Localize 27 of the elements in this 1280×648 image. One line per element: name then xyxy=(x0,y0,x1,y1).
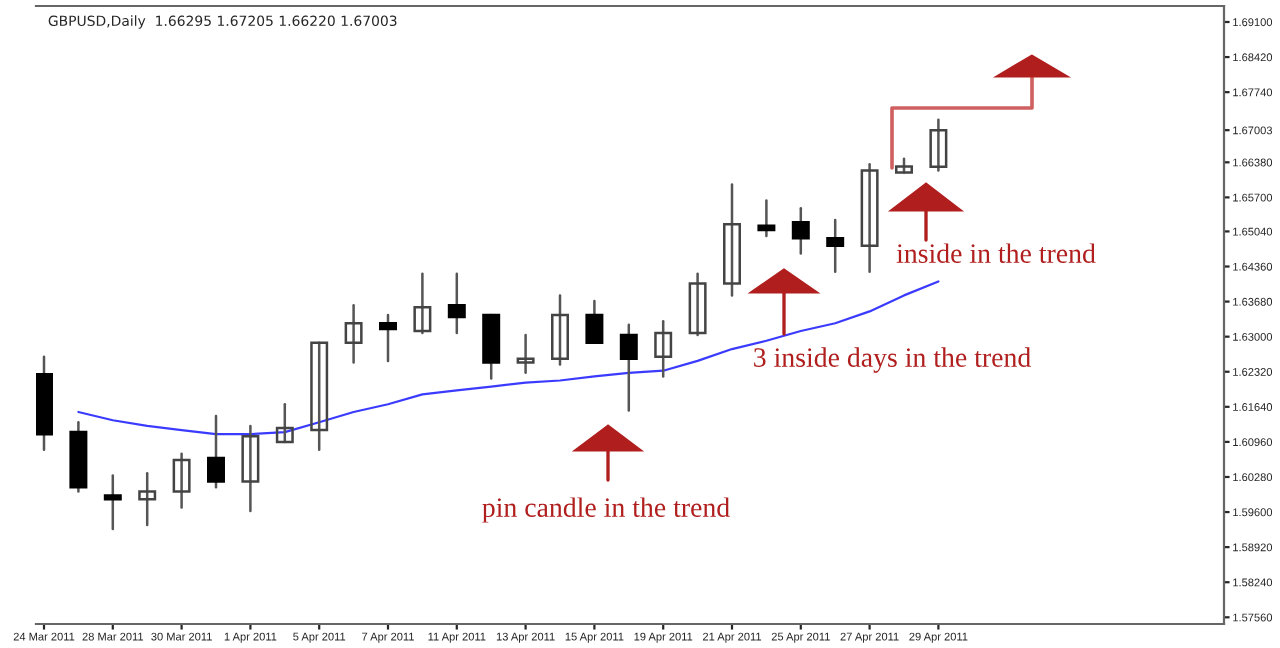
candlestick xyxy=(551,294,569,366)
candlestick xyxy=(723,183,741,297)
candlestick xyxy=(482,313,501,380)
candlestick xyxy=(138,472,157,527)
candlestick xyxy=(688,272,707,337)
candlestick xyxy=(654,319,673,378)
annotation: inside in the trend xyxy=(896,243,1096,263)
candlestick xyxy=(241,424,260,513)
candlestick xyxy=(757,199,776,238)
candlestick xyxy=(516,333,535,375)
candlestick xyxy=(585,299,604,345)
candlestick xyxy=(172,452,191,509)
annotation: pin candle in the trend xyxy=(482,497,730,523)
candlestick xyxy=(275,402,294,444)
candlestick xyxy=(860,163,879,273)
candlestick xyxy=(103,474,122,531)
candlestick xyxy=(447,272,466,335)
candlestick xyxy=(929,118,948,172)
candlestick xyxy=(379,313,397,363)
annotation: 3 inside days in the trend xyxy=(754,347,1031,373)
candlestick xyxy=(310,341,329,451)
candlestick xyxy=(413,272,432,335)
candlestick xyxy=(826,218,845,273)
candlestick xyxy=(344,303,363,364)
candlestick xyxy=(791,206,810,255)
candlestick xyxy=(207,414,225,489)
candlestick xyxy=(619,323,638,412)
